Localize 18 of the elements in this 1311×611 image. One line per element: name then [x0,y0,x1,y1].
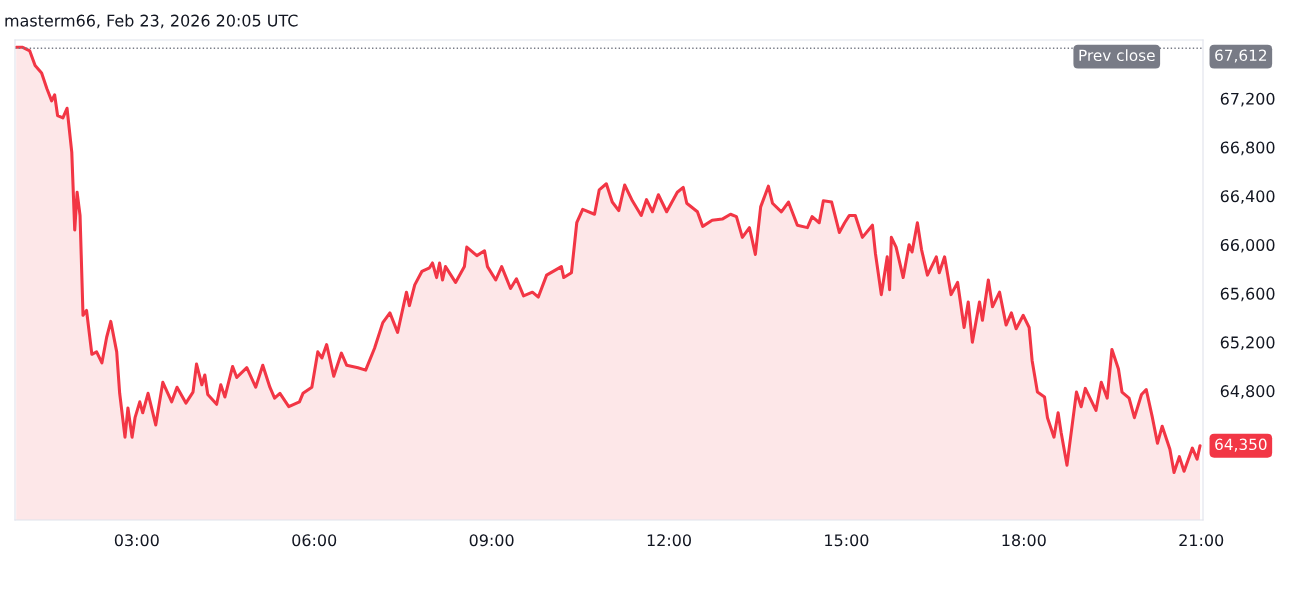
y-tick-label: 66,000 [1220,238,1275,253]
x-tick-label: 06:00 [292,534,337,547]
y-tick-label: 66,800 [1220,141,1275,156]
x-tick-label: 18:00 [1002,534,1046,547]
chart-title: masterm66, Feb 23, 2026 20:05 UTC [5,14,298,29]
y-tick-label: 65,200 [1220,336,1275,351]
y-tick-label: 65,600 [1220,287,1275,302]
x-tick-label: 21:00 [1179,534,1224,547]
x-tick-label: 15:00 [825,534,869,547]
y-tick-label: 67,200 [1220,92,1275,107]
y-tick-label: 64,800 [1220,385,1275,399]
text: 64,350 [1215,438,1267,452]
x-tick-label: 12:00 [647,534,691,547]
ref-line-label: Prev close [1079,49,1155,62]
x-tick-label: 09:00 [469,534,514,547]
text: 67,612 [1215,49,1267,63]
x-tick-label: 03:00 [114,534,159,547]
y-tick-label: 66,400 [1220,190,1275,204]
